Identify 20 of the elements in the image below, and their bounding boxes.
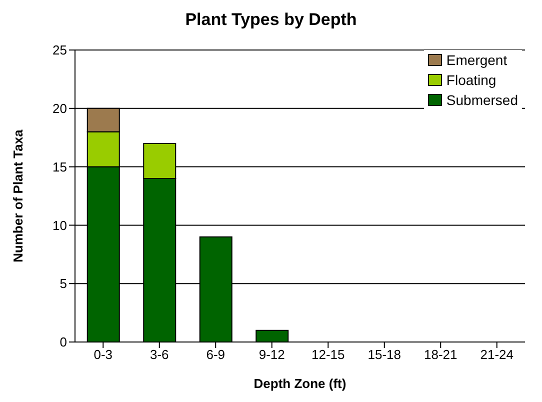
chart-title: Plant Types by Depth xyxy=(184,10,358,30)
x-tick-label: 18-21 xyxy=(424,347,458,362)
x-tick-label: 6-9 xyxy=(206,347,226,362)
legend-label: Submersed xyxy=(446,92,518,108)
y-tick-label: 25 xyxy=(52,42,67,58)
y-axis-title: Number of Plant Taxa xyxy=(10,128,26,262)
y-tick-label: 15 xyxy=(52,159,67,174)
x-tick-label: 0-3 xyxy=(94,347,113,362)
legend-label: Floating xyxy=(446,72,496,88)
legend-label: Emergent xyxy=(446,52,508,68)
x-tick-label: 21-24 xyxy=(480,347,514,362)
y-tick-label: 20 xyxy=(52,101,67,116)
y-tick-label: 10 xyxy=(52,218,67,233)
y-tick-label: 5 xyxy=(60,276,67,292)
x-axis-title: Depth Zone (ft) xyxy=(254,376,346,391)
x-tick-label: 15-18 xyxy=(368,347,401,362)
x-tick-label: 3-6 xyxy=(150,347,169,362)
y-tick-label: 0 xyxy=(60,334,67,350)
x-tick-label: 9-12 xyxy=(258,347,285,362)
x-tick-label: 12-15 xyxy=(312,347,345,362)
